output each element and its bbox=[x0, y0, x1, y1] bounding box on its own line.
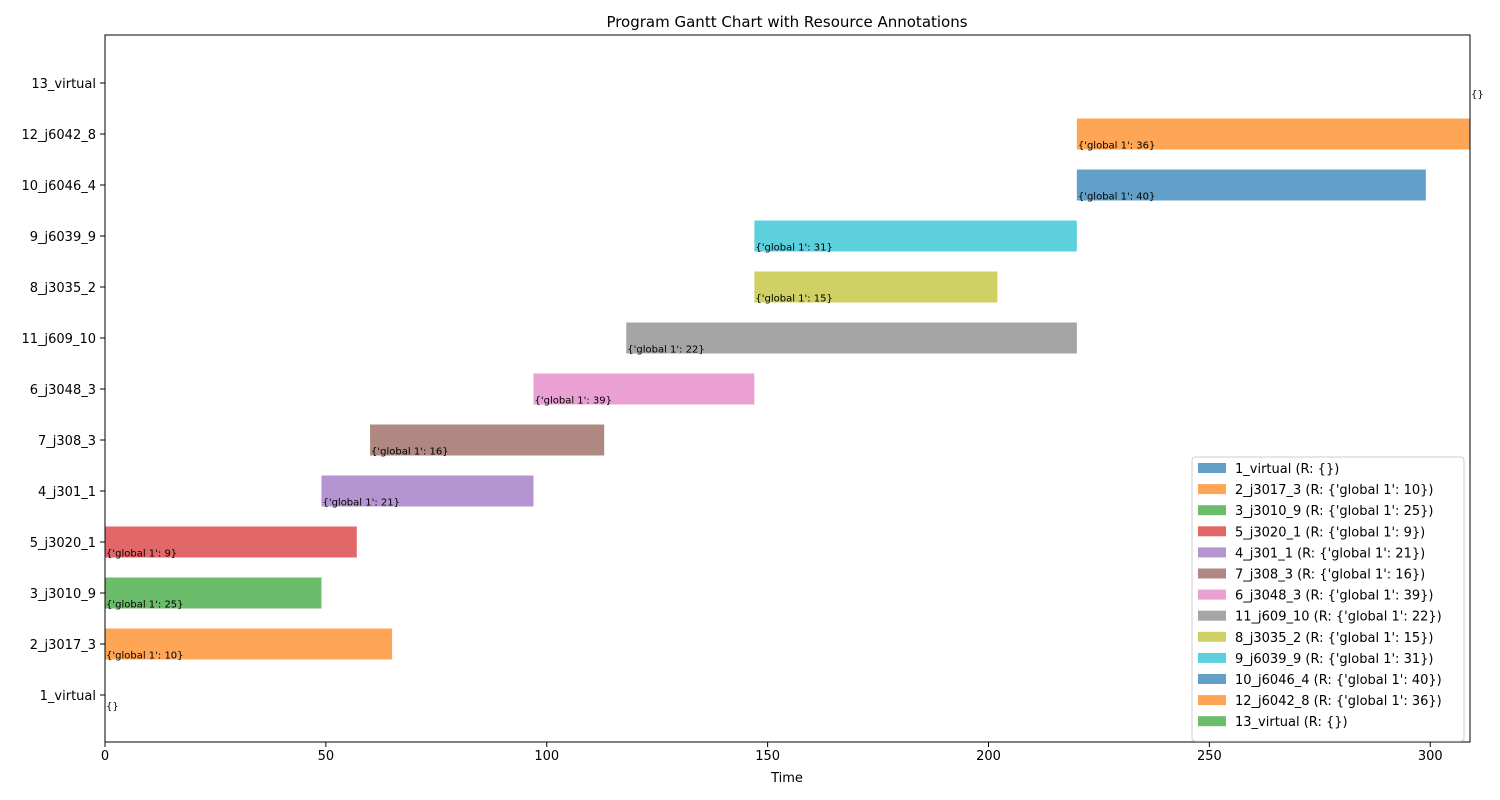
annotation-5_j3020_1: {'global 1': 9} bbox=[106, 549, 177, 560]
x-tick-label-300: 300 bbox=[1418, 749, 1443, 764]
y-tick-label-6_j3048_3: 6_j3048_3 bbox=[30, 383, 96, 398]
bar-4_j301_1 bbox=[321, 475, 534, 507]
bar-12_j6042_8 bbox=[1076, 118, 1470, 150]
annotation-4_j301_1: {'global 1': 21} bbox=[322, 498, 400, 509]
y-tick-label-5_j3020_1: 5_j3020_1 bbox=[30, 536, 96, 551]
legend-label-4_j301_1: 4_j301_1 (R: {'global 1': 21}) bbox=[1235, 546, 1425, 561]
legend-swatch-9_j6039_9 bbox=[1198, 652, 1226, 663]
annotation-6_j3048_3: {'global 1': 39} bbox=[534, 396, 612, 407]
annotation-10_j6046_4: {'global 1': 40} bbox=[1078, 192, 1156, 203]
legend-label-10_j6046_4: 10_j6046_4 (R: {'global 1': 40}) bbox=[1235, 673, 1442, 688]
legend-swatch-7_j308_3 bbox=[1198, 568, 1226, 579]
legend-swatch-1_virtual bbox=[1198, 463, 1226, 473]
legend-swatch-2_j3017_3 bbox=[1198, 484, 1226, 495]
legend-swatch-4_j301_1 bbox=[1198, 547, 1226, 558]
annotation-9_j6039_9: {'global 1': 31} bbox=[755, 243, 833, 254]
bar-9_j6039_9 bbox=[754, 220, 1077, 252]
legend-swatch-8_j3035_2 bbox=[1198, 631, 1226, 642]
x-tick-label-100: 100 bbox=[534, 749, 559, 764]
annotation-2_j3017_3: {'global 1': 10} bbox=[106, 651, 184, 662]
legend-label-1_virtual: 1_virtual (R: {}) bbox=[1235, 462, 1339, 477]
y-tick-label-1_virtual: 1_virtual bbox=[40, 689, 96, 704]
legend-label-11_j609_10: 11_j609_10 (R: {'global 1': 22}) bbox=[1235, 610, 1442, 625]
annotation-13_virtual: {} bbox=[1471, 90, 1484, 101]
bar-5_j3020_1 bbox=[105, 526, 357, 558]
annotation-7_j308_3: {'global 1': 16} bbox=[371, 447, 449, 458]
bar-6_j3048_3 bbox=[533, 373, 755, 405]
y-tick-label-10_j6046_4: 10_j6046_4 bbox=[21, 179, 96, 194]
legend-swatch-11_j609_10 bbox=[1198, 610, 1226, 621]
legend-swatch-3_j3010_9 bbox=[1198, 505, 1226, 516]
bars-layer bbox=[105, 118, 1470, 660]
x-tick-label-200: 200 bbox=[976, 749, 1001, 764]
x-tick-label-250: 250 bbox=[1197, 749, 1222, 764]
y-tick-label-13_virtual: 13_virtual bbox=[31, 77, 96, 92]
legend-swatch-12_j6042_8 bbox=[1198, 695, 1226, 706]
x-tick-label-150: 150 bbox=[755, 749, 780, 764]
legend-swatch-13_virtual bbox=[1198, 716, 1226, 727]
legend-swatch-6_j3048_3 bbox=[1198, 589, 1226, 600]
bar-7_j308_3 bbox=[370, 424, 605, 456]
bar-10_j6046_4 bbox=[1076, 169, 1426, 201]
annotation-3_j3010_9: {'global 1': 25} bbox=[106, 600, 184, 611]
axes-layer: 0 50 100 150 200 250 300 1_virtual 2_j3017_3 3_j3… bbox=[21, 34, 1471, 764]
annotation-1_virtual: {} bbox=[106, 702, 119, 713]
legend-label-13_virtual: 13_virtual (R: {}) bbox=[1235, 715, 1348, 730]
legend-swatch-10_j6046_4 bbox=[1198, 674, 1226, 684]
annotations-layer: {} {'global 1': 10} {'global 1': 25} {'glob… bbox=[106, 90, 1484, 713]
legend-box bbox=[1191, 456, 1465, 742]
y-tick-label-2_j3017_3: 2_j3017_3 bbox=[30, 638, 96, 653]
bar-3_j3010_9 bbox=[105, 577, 322, 609]
y-tick-label-4_j301_1: 4_j301_1 bbox=[38, 485, 96, 500]
y-tick-label-12_j6042_8: 12_j6042_8 bbox=[21, 128, 96, 143]
legend-label-12_j6042_8: 12_j6042_8 (R: {'global 1': 36}) bbox=[1235, 694, 1442, 709]
y-tick-label-3_j3010_9: 3_j3010_9 bbox=[30, 587, 96, 602]
legend-label-5_j3020_1: 5_j3020_1 (R: {'global 1': 9}) bbox=[1235, 525, 1425, 540]
legend-label-2_j3017_3: 2_j3017_3 (R: {'global 1': 10}) bbox=[1235, 483, 1433, 498]
y-tick-label-11_j609_10: 11_j609_10 bbox=[21, 332, 96, 347]
y-tick-label-9_j6039_9: 9_j6039_9 bbox=[30, 230, 96, 245]
y-tick-label-7_j308_3: 7_j308_3 bbox=[38, 434, 96, 449]
y-tick-label-8_j3035_2: 8_j3035_2 bbox=[30, 281, 96, 296]
legend: 1_virtual (R: {}) 2_j3017_3 (R: {'global … bbox=[1191, 456, 1465, 742]
bar-8_j3035_2 bbox=[754, 271, 998, 303]
annotation-11_j609_10: {'global 1': 22} bbox=[627, 345, 705, 356]
x-tick-label-50: 50 bbox=[318, 749, 335, 764]
annotation-8_j3035_2: {'global 1': 15} bbox=[755, 294, 833, 305]
legend-label-7_j308_3: 7_j308_3 (R: {'global 1': 16}) bbox=[1235, 568, 1425, 583]
legend-swatch-5_j3020_1 bbox=[1198, 526, 1226, 537]
bar-11_j609_10 bbox=[626, 322, 1077, 354]
legend-label-8_j3035_2: 8_j3035_2 (R: {'global 1': 15}) bbox=[1235, 631, 1433, 646]
legend-label-9_j6039_9: 9_j6039_9 (R: {'global 1': 31}) bbox=[1235, 652, 1433, 667]
x-axis-label: Time bbox=[770, 771, 803, 786]
x-tick-label-0: 0 bbox=[101, 749, 109, 764]
chart-title: Program Gantt Chart with Resource Annota… bbox=[606, 13, 967, 31]
legend-label-6_j3048_3: 6_j3048_3 (R: {'global 1': 39}) bbox=[1235, 589, 1433, 604]
bar-2_j3017_3 bbox=[105, 628, 393, 660]
legend-label-3_j3010_9: 3_j3010_9 (R: {'global 1': 25}) bbox=[1235, 504, 1433, 519]
annotation-12_j6042_8: {'global 1': 36} bbox=[1078, 141, 1156, 152]
